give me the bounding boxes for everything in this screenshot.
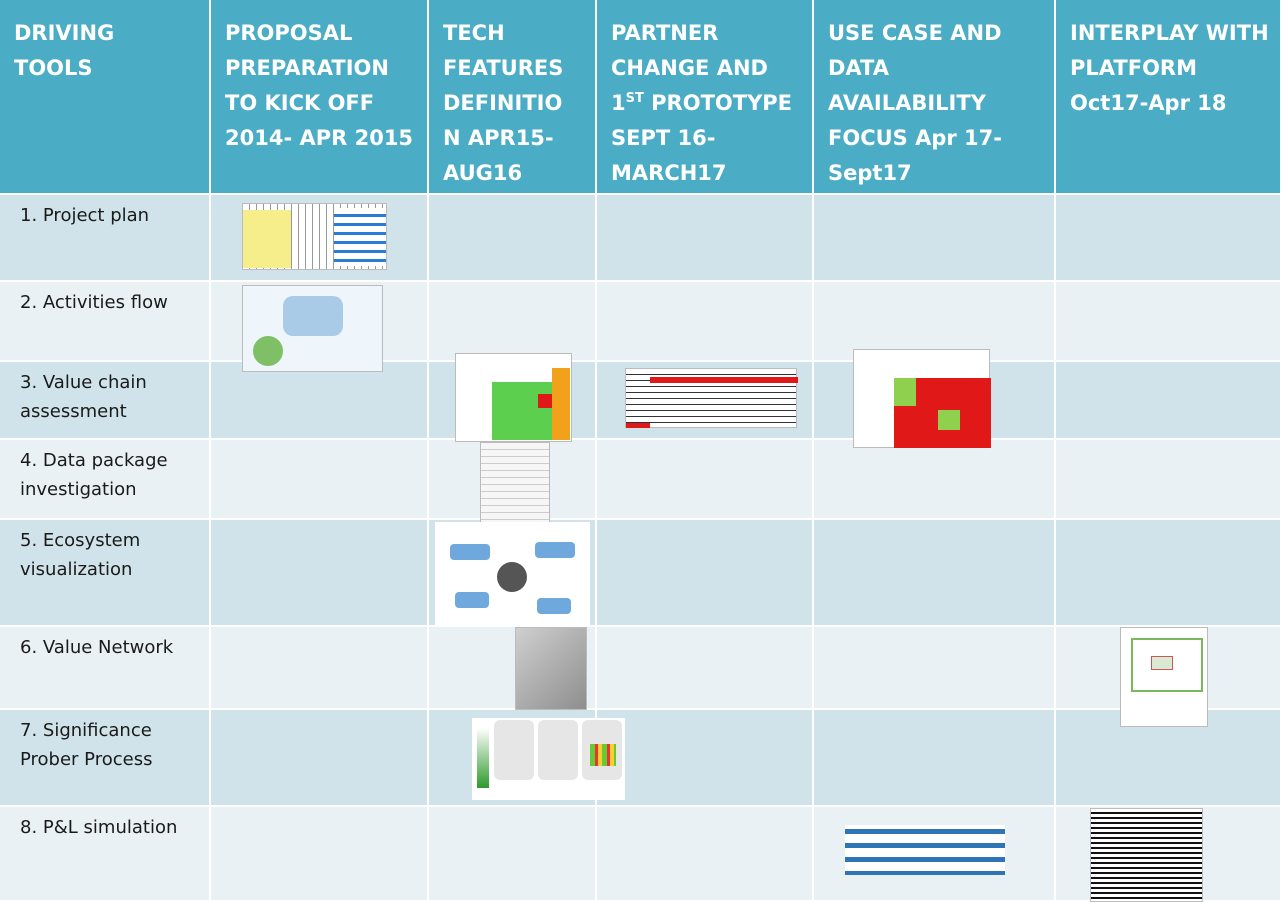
body-cell: [1056, 440, 1282, 520]
body-cell: [1056, 195, 1282, 282]
header-cell: USE CASE AND DATA AVAILABILITY FOCUS Apr…: [814, 0, 1056, 195]
pl-arrows-thumb: [845, 825, 1005, 875]
header-cell: PARTNER CHANGE AND 1ST PROTOTYPE SEPT 16…: [597, 0, 814, 195]
partner-thumb: [625, 368, 798, 428]
body-cell: [597, 627, 814, 710]
body-cell: [814, 440, 1056, 520]
header-text: PARTNER CHANGE AND 1: [611, 21, 768, 115]
body-cell: [429, 282, 597, 362]
body-cell: [211, 627, 429, 710]
body-cell: [597, 195, 814, 282]
project-plan-thumb: [242, 203, 387, 270]
body-cell: [211, 807, 429, 902]
row-label: 5. Ecosystem visualization: [0, 520, 211, 627]
row-label: 8. P&L simulation: [0, 807, 211, 902]
body-cell: [429, 195, 597, 282]
header-cell: DRIVING TOOLS: [0, 0, 211, 195]
row-label: 2. Activities flow: [0, 282, 211, 362]
ecosystem-thumb: [435, 522, 590, 625]
activities-flow-thumb: [242, 285, 383, 372]
body-cell: [211, 362, 429, 440]
body-cell: [597, 520, 814, 627]
row-label: 6. Value Network: [0, 627, 211, 710]
pl-table-thumb: [1090, 808, 1203, 902]
body-cell: [814, 627, 1056, 710]
use-case-thumb: [853, 349, 991, 448]
body-cell: [211, 710, 429, 807]
body-cell: [1056, 520, 1282, 627]
row-label: 7. Significance Prober Process: [0, 710, 211, 807]
body-cell: [1056, 362, 1282, 440]
header-cell: PROPOSAL PREPARATION TO KICK OFF 2014- A…: [211, 0, 429, 195]
body-cell: [814, 195, 1056, 282]
header-text: PROTOTYPE SEPT 16-MARCH17: [611, 91, 793, 185]
row-label: 1. Project plan: [0, 195, 211, 282]
body-cell: [211, 520, 429, 627]
platform-thumb: [1120, 627, 1208, 727]
data-package-thumb: [480, 442, 550, 525]
value-network-photo: [515, 627, 587, 710]
row-label: 4. Data package investigation: [0, 440, 211, 520]
body-cell: [814, 282, 1056, 362]
header-cell: INTERPLAY WITH PLATFORM Oct17-Apr 18: [1056, 0, 1282, 195]
body-cell: [429, 807, 597, 902]
body-cell: [597, 440, 814, 520]
body-cell: [814, 520, 1056, 627]
body-cell: [814, 710, 1056, 807]
header-sup: ST: [625, 91, 644, 106]
row-label: 3. Value chain assessment: [0, 362, 211, 440]
value-chain-thumb-1: [455, 353, 572, 442]
body-cell: [597, 710, 814, 807]
body-cell: [211, 440, 429, 520]
body-cell: [597, 282, 814, 362]
body-cell: [597, 807, 814, 902]
header-cell: TECH FEATURES DEFINITIO N APR15-AUG16: [429, 0, 597, 195]
significance-thumb: [472, 718, 625, 800]
body-cell: [1056, 282, 1282, 362]
